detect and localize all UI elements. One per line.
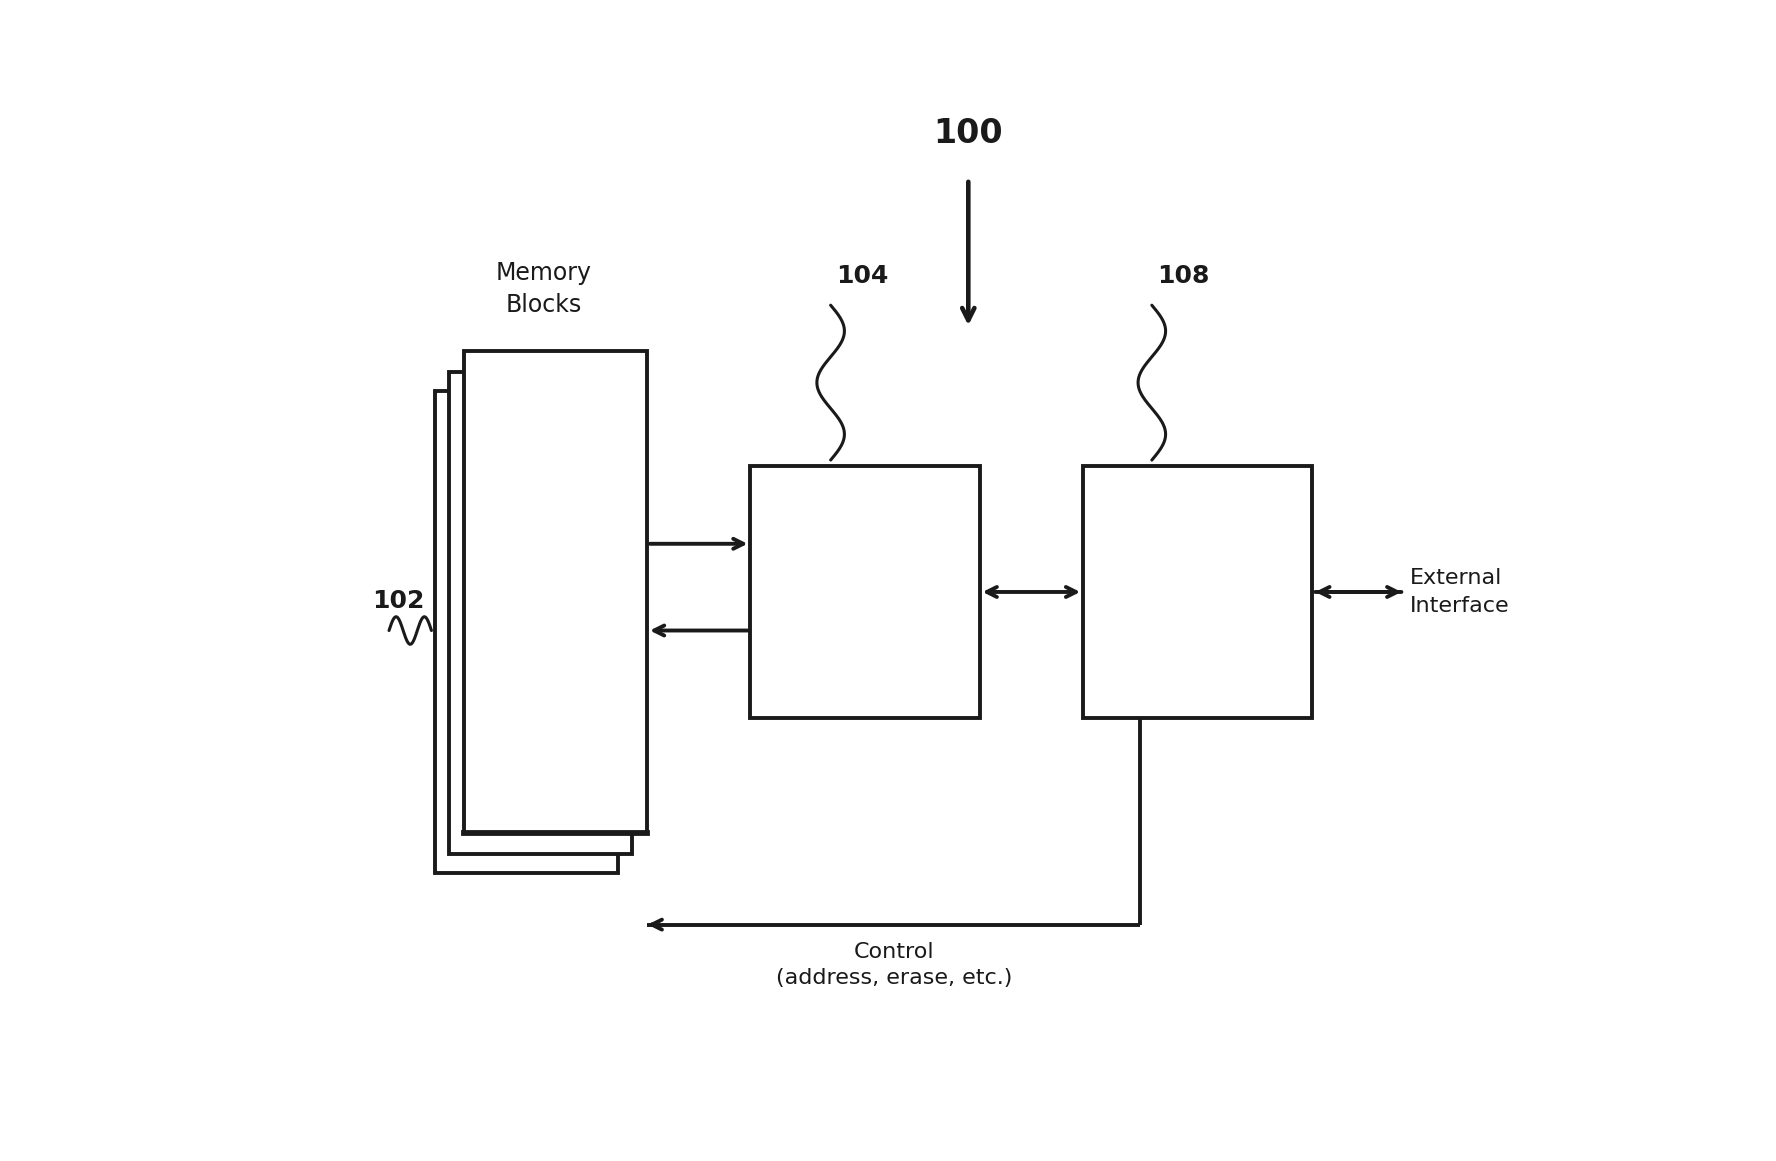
Text: Memory
Blocks: Memory Blocks [496,261,591,317]
Bar [449,372,632,853]
Text: 104: 104 [836,264,888,288]
Bar [464,351,646,832]
Text: 102: 102 [371,590,424,613]
Text: 100: 100 [934,117,1003,150]
Text: External
Interface: External Interface [1410,568,1510,616]
Bar [435,391,618,873]
Text: Controller: Controller [1140,580,1256,604]
Text: Control
(address, erase, etc.): Control (address, erase, etc.) [776,942,1012,988]
Text: Channel: Channel [817,580,913,604]
Bar [1083,466,1312,719]
Text: 108: 108 [1158,264,1209,288]
Bar [749,466,980,719]
